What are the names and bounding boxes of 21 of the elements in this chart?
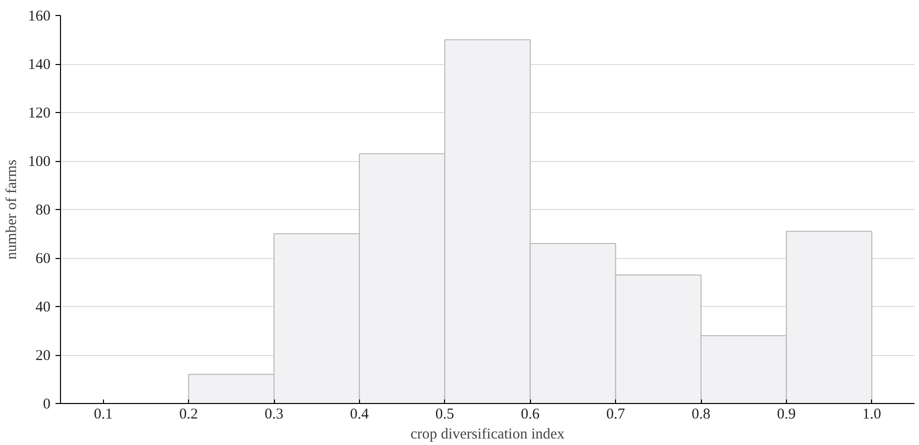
x-tick-label: 0.3 xyxy=(264,406,284,422)
y-tick-label: 0 xyxy=(43,396,50,412)
y-tick-label: 20 xyxy=(36,348,50,364)
x-tick-label: 0.6 xyxy=(520,406,540,422)
x-tick-label: 0.7 xyxy=(606,406,626,422)
y-tick-label: 160 xyxy=(28,8,50,24)
y-tick-label: 80 xyxy=(36,202,50,218)
x-axis-title: crop diversification index xyxy=(410,426,566,442)
x-tick-label: 0.8 xyxy=(692,406,710,422)
y-axis-title: number of farms xyxy=(4,159,20,260)
x-tick-label: 0.9 xyxy=(777,406,796,422)
y-tick-label: 140 xyxy=(28,57,50,73)
x-tick-label: 1.0 xyxy=(862,406,882,422)
y-tick-label: 40 xyxy=(36,300,50,316)
x-tick-label: 0.5 xyxy=(435,406,454,422)
x-tick-label: 0.4 xyxy=(350,406,370,422)
y-tick-label: 100 xyxy=(28,154,50,170)
x-tick-label: 0.1 xyxy=(94,406,113,422)
y-tick-label: 120 xyxy=(28,106,50,122)
y-tick-label: 60 xyxy=(36,251,50,267)
x-tick-label: 0.2 xyxy=(179,406,198,422)
